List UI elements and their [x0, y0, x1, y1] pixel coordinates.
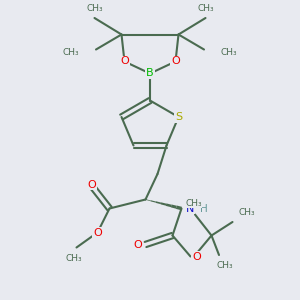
Text: O: O: [171, 56, 180, 67]
Text: O: O: [120, 56, 129, 67]
Text: O: O: [192, 251, 201, 262]
Text: CH₃: CH₃: [217, 261, 233, 270]
Text: O: O: [87, 179, 96, 190]
Text: CH₃: CH₃: [220, 48, 237, 57]
Text: CH₃: CH₃: [86, 4, 103, 13]
Text: B: B: [146, 68, 154, 79]
Text: S: S: [175, 112, 182, 122]
Text: CH₃: CH₃: [185, 199, 202, 208]
Text: N: N: [186, 203, 194, 214]
Text: CH₃: CH₃: [197, 4, 214, 13]
Text: CH₃: CH₃: [65, 254, 82, 263]
Text: O: O: [93, 227, 102, 238]
Text: CH₃: CH₃: [238, 208, 255, 217]
Text: O: O: [134, 239, 142, 250]
Text: H: H: [200, 203, 208, 214]
Text: CH₃: CH₃: [63, 48, 80, 57]
